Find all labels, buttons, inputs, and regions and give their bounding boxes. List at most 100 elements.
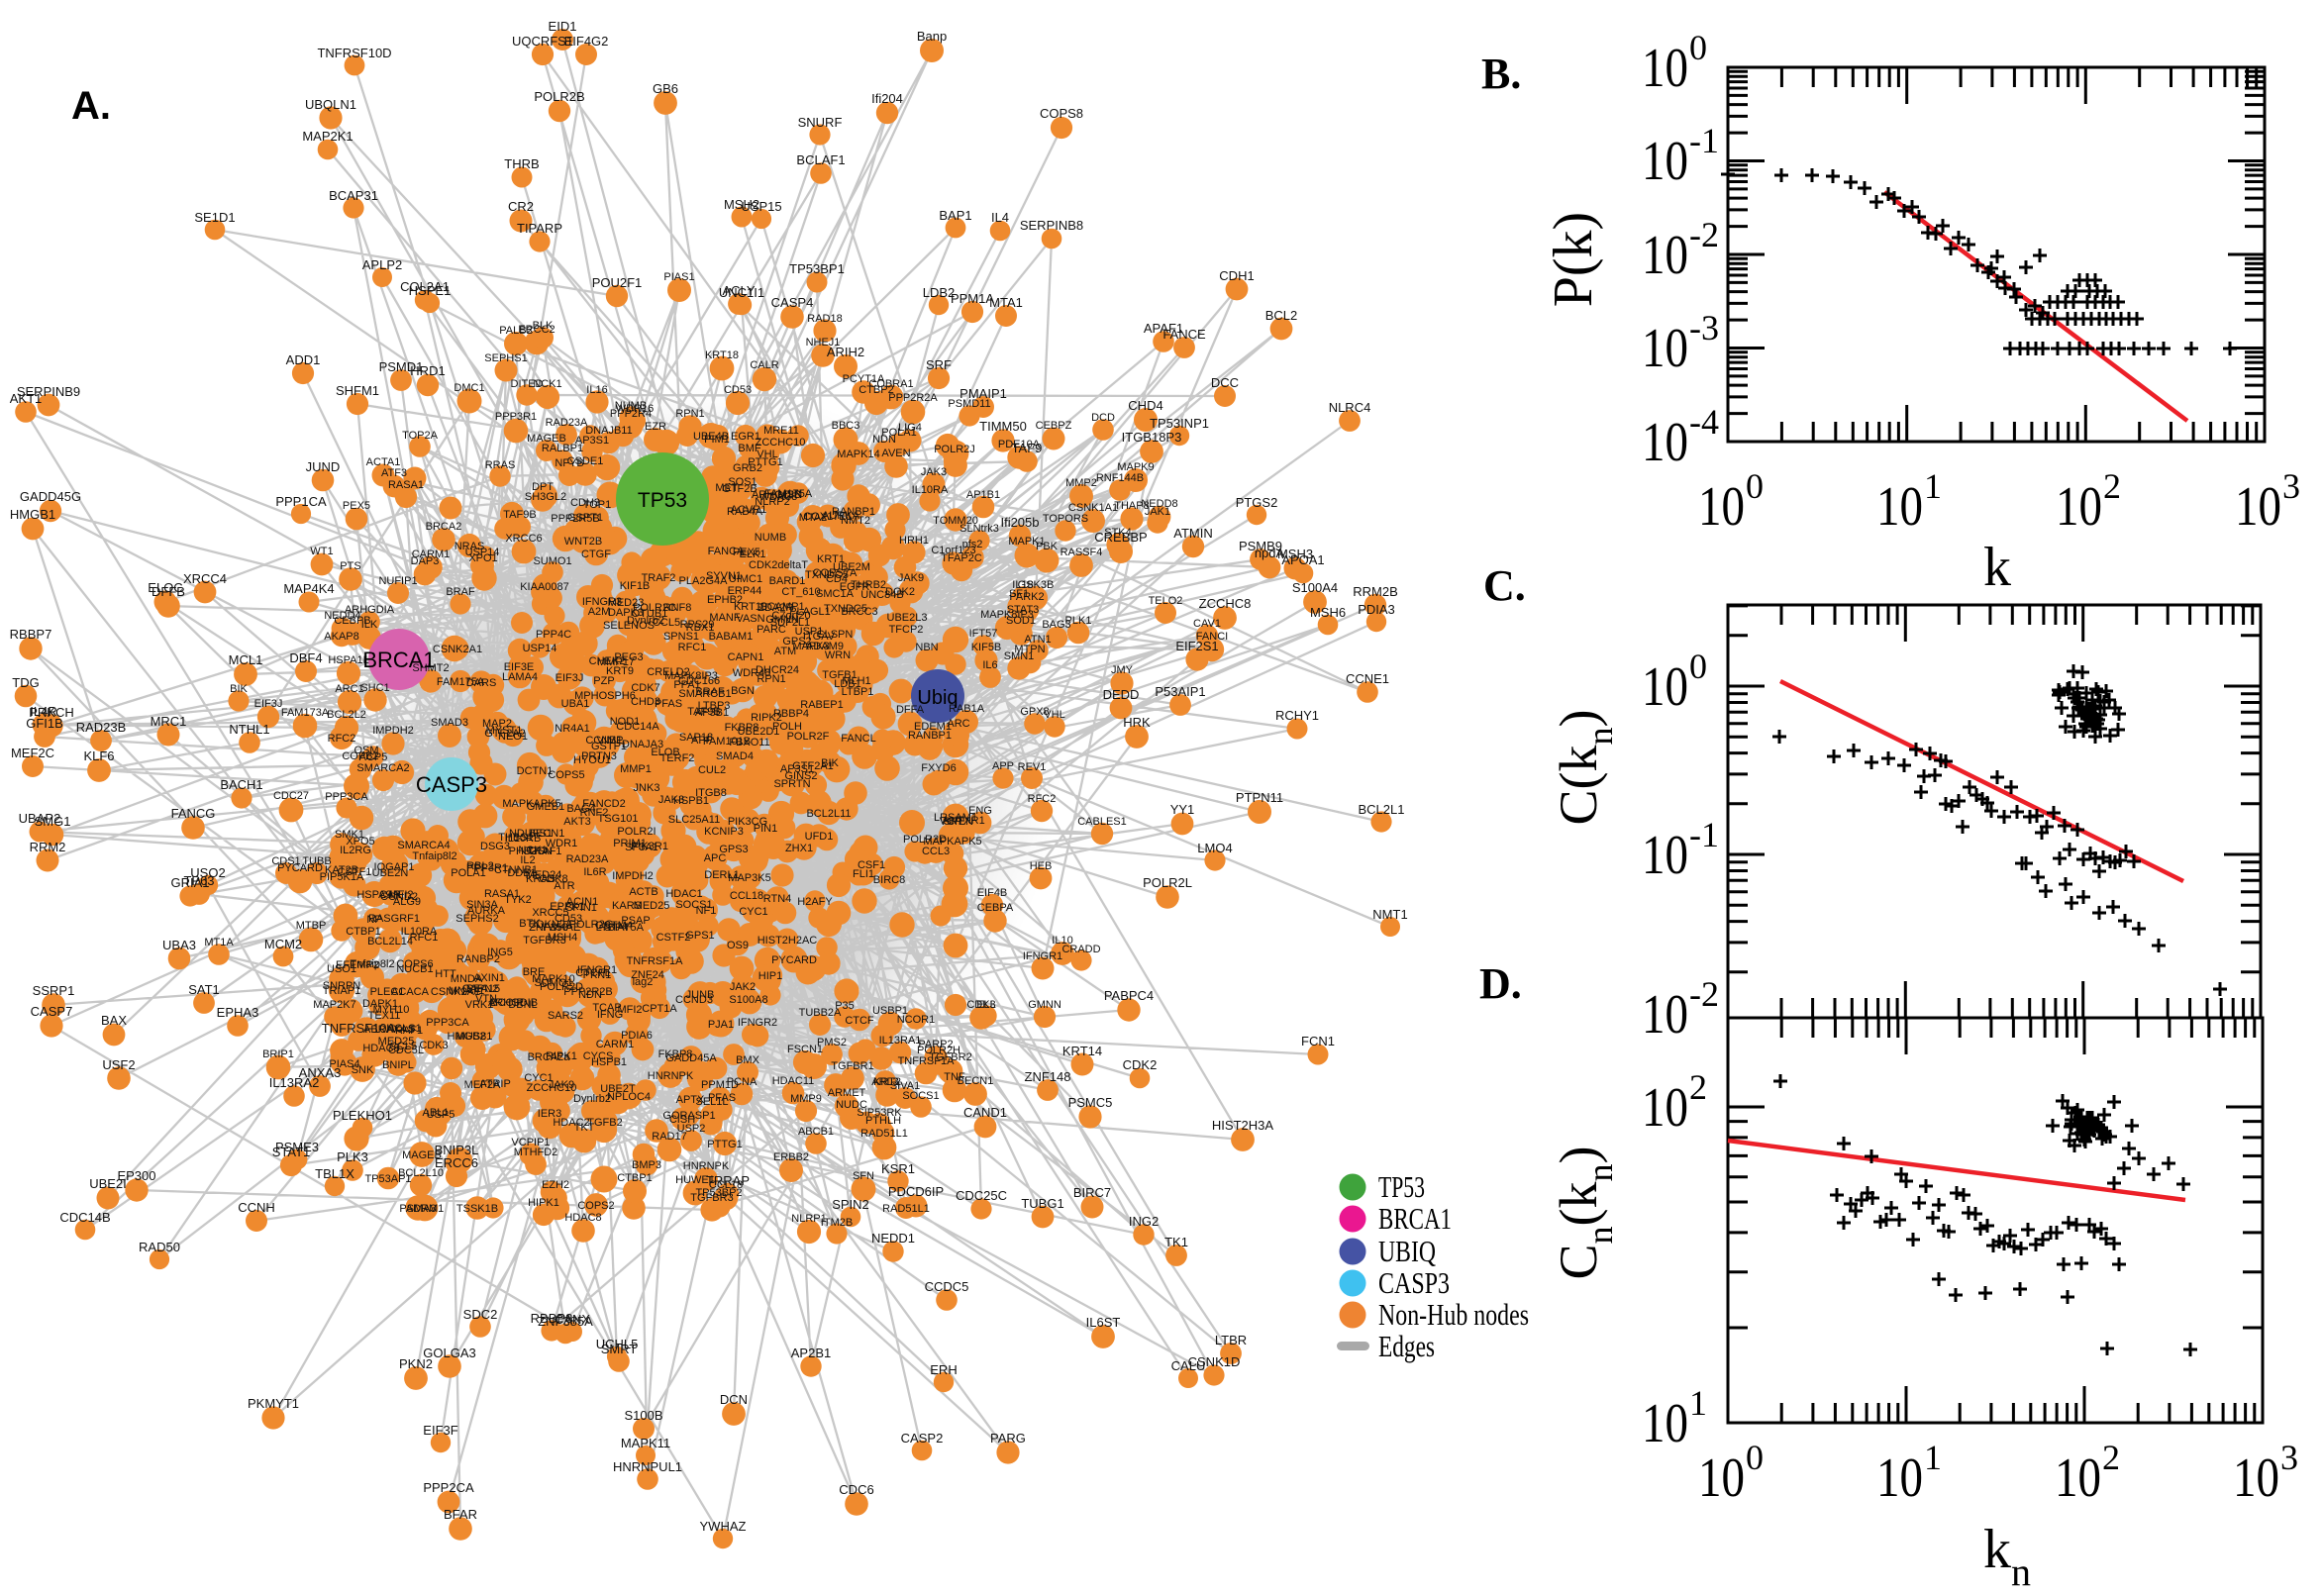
svg-text:RRM2: RRM2 [30,840,66,854]
svg-text:ERP44: ERP44 [728,585,762,597]
svg-text:GINS2: GINS2 [784,770,817,782]
svg-text:A2M: A2M [588,606,611,618]
svg-text:KRAS: KRAS [526,873,556,885]
svg-text:DAPK1: DAPK1 [362,998,398,1010]
svg-text:COBRA1: COBRA1 [868,378,913,390]
svg-text:PLEKHO1: PLEKHO1 [333,1108,392,1123]
svg-text:MSH2: MSH2 [724,197,759,212]
svg-text:GMNN: GMNN [765,614,799,626]
svg-text:ITGAV: ITGAV [803,631,836,643]
svg-text:PARP2: PARP2 [918,1039,953,1050]
svg-text:TSG101: TSG101 [598,813,639,825]
svg-text:PIAS1: PIAS1 [663,271,694,283]
svg-text:UBE2L3: UBE2L3 [887,612,928,624]
svg-text:CLSPN: CLSPN [817,629,854,641]
svg-text:BABAM1: BABAM1 [709,631,754,643]
svg-text:UBA3: UBA3 [162,938,196,952]
svg-text:MMP17: MMP17 [597,656,635,668]
svg-text:MAPK11: MAPK11 [621,1436,670,1450]
svg-text:GSN: GSN [529,846,553,857]
svg-text:PSAP: PSAP [621,915,650,927]
svg-text:PLK3: PLK3 [337,1149,368,1164]
svg-text:DBF4: DBF4 [289,650,322,665]
svg-text:MRE11: MRE11 [763,425,799,437]
svg-text:PKMYT1: PKMYT1 [248,1396,299,1411]
svg-text:TNFRSF1A: TNFRSF1A [627,955,684,967]
svg-text:HIST2H3A: HIST2H3A [1212,1118,1273,1133]
svg-text:TP53AP1: TP53AP1 [364,1173,411,1185]
svg-text:SHC1: SHC1 [360,682,389,694]
svg-text:ERCC2: ERCC2 [518,324,555,336]
svg-text:RCHY1: RCHY1 [1275,708,1319,723]
svg-text:PPP3CA: PPP3CA [325,791,368,803]
svg-text:BACH1: BACH1 [220,777,262,792]
svg-text:UBE2D1: UBE2D1 [738,726,780,738]
svg-text:CSF1: CSF1 [858,859,885,871]
svg-text:MMP9: MMP9 [790,1093,822,1105]
svg-text:PTHLH: PTHLH [865,1115,901,1127]
svg-text:MSH3: MSH3 [1277,547,1313,561]
svg-text:POLR2I: POLR2I [617,826,656,838]
svg-text:HMGB1: HMGB1 [10,507,55,522]
svg-text:ZNF350: ZNF350 [529,922,568,934]
svg-text:CASP2: CASP2 [901,1431,944,1446]
svg-text:PABPC4: PABPC4 [1104,988,1154,1003]
svg-text:SLNtrk3: SLNtrk3 [960,523,999,535]
svg-text:UBIQ: UBIQ [1378,1234,1436,1268]
svg-text:JAK9: JAK9 [898,572,924,584]
svg-text:PALB2: PALB2 [499,325,532,337]
svg-text:AP1B1: AP1B1 [966,489,1000,501]
svg-text:CTBP1: CTBP1 [617,1172,652,1184]
svg-text:CCNB1: CCNB1 [585,735,622,747]
svg-text:RASA1: RASA1 [388,479,424,491]
svg-text:COPS5: COPS5 [548,769,584,781]
svg-text:SF1: SF1 [1009,588,1029,600]
svg-text:LAMA4: LAMA4 [502,671,538,683]
svg-text:RAD23A: RAD23A [546,417,588,429]
svg-text:BMX: BMX [736,1054,760,1066]
svg-text:RASSF4: RASSF4 [1060,547,1103,558]
svg-text:HEB: HEB [1030,860,1053,872]
svg-text:PIAS4: PIAS4 [329,1058,359,1070]
svg-text:HNRNPUL1: HNRNPUL1 [613,1459,682,1474]
svg-text:OS9: OS9 [727,940,749,951]
svg-text:MTHFD2: MTHFD2 [514,1147,558,1158]
svg-text:TXNDC5: TXNDC5 [805,569,849,581]
svg-text:CRADD: CRADD [1061,944,1100,955]
svg-text:SIVA1: SIVA1 [890,1080,920,1092]
svg-text:GADD45A: GADD45A [665,1052,717,1064]
svg-text:USP1: USP1 [795,626,824,638]
svg-text:MAGEB: MAGEB [402,1149,442,1161]
svg-text:EPHB2: EPHB2 [707,594,743,606]
svg-text:100: 100 [1698,1438,1764,1509]
svg-text:STAT5A: STAT5A [604,922,645,934]
svg-text:FBXO11: FBXO11 [729,737,769,748]
svg-text:PHB2: PHB2 [509,846,538,857]
svg-text:BNIPL: BNIPL [382,1059,414,1071]
svg-text:BRAF: BRAF [695,686,725,698]
svg-text:IL2: IL2 [520,854,535,866]
svg-text:BTK: BTK [519,918,541,930]
svg-text:DHCR24: DHCR24 [756,664,799,676]
svg-text:STAT1: STAT1 [272,1145,311,1159]
svg-text:VRK1: VRK1 [465,999,494,1011]
svg-text:BARD1: BARD1 [769,575,806,587]
svg-text:GSK3B: GSK3B [1018,579,1055,591]
svg-text:JMY: JMY [1111,664,1134,676]
svg-text:XPO5: XPO5 [346,836,374,848]
svg-text:SMK1: SMK1 [335,829,364,841]
svg-text:Dynlrb2: Dynlrb2 [573,1093,611,1105]
svg-text:AVEN: AVEN [881,448,910,459]
svg-text:JAK2: JAK2 [730,981,756,993]
svg-text:EDA2R: EDA2R [758,602,794,614]
svg-text:LRSAM1: LRSAM1 [934,812,977,824]
svg-text:TGFBR3: TGFBR3 [523,935,565,947]
svg-text:ALG9: ALG9 [393,896,421,908]
svg-text:POLR2C: POLR2C [633,602,676,614]
svg-text:CDC27: CDC27 [273,790,309,802]
svg-text:IL6: IL6 [982,659,997,671]
svg-text:EGR1: EGR1 [731,431,760,443]
svg-text:DCC: DCC [1211,375,1239,390]
svg-text:APAF1: APAF1 [1144,321,1183,336]
svg-text:CREBBP: CREBBP [1094,530,1147,545]
